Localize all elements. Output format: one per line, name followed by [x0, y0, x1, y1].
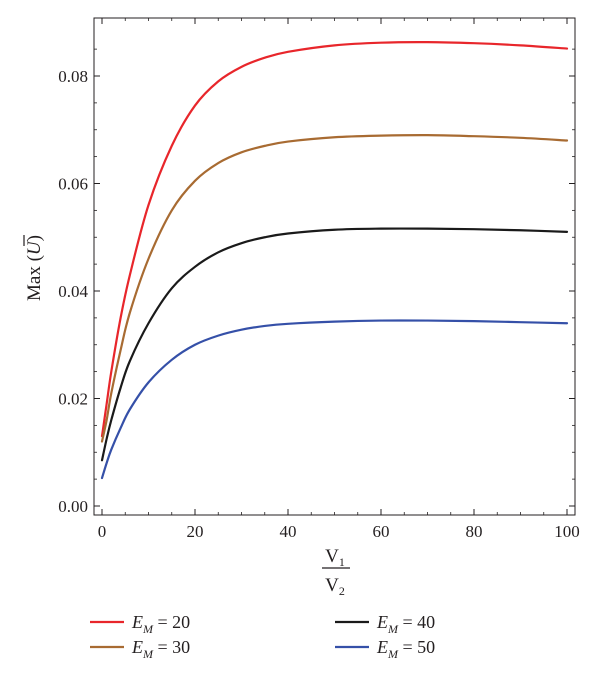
series-line-em-40: [100, 227, 569, 462]
y-axis-ticks: 0.00 0.02 0.04 0.06 0.08: [58, 48, 575, 516]
legend-label: EM = 50: [376, 637, 435, 661]
series-line-em-30: [100, 134, 569, 443]
legend-label-symbol: E: [376, 637, 388, 657]
x-tick-label: 0: [98, 522, 107, 541]
x-tick-label: 60: [373, 522, 390, 541]
legend-label: EM = 20: [131, 612, 190, 636]
y-tick-label: 0.08: [58, 67, 88, 86]
x-axis-ticks: 0 20 40 60 80 100: [98, 18, 580, 541]
legend-label-symbol: E: [376, 612, 388, 632]
legend-label-value: = 20: [153, 612, 190, 632]
legend-label: EM = 30: [131, 637, 190, 661]
x-axis-label-denominator-sub: 2: [339, 584, 345, 598]
legend-label-value: = 30: [153, 637, 190, 657]
y-axis-label-symbol: U: [24, 240, 45, 255]
legend-label-sub: M: [142, 622, 154, 636]
legend-label-value: = 40: [398, 612, 435, 632]
legend-label: EM = 40: [376, 612, 435, 636]
x-tick-label: 80: [466, 522, 483, 541]
legend-label-symbol: E: [131, 637, 143, 657]
y-axis-label-prefix: Max (: [24, 255, 45, 301]
y-tick-label: 0.06: [58, 175, 88, 194]
legend-item-em-20: EM = 20: [90, 612, 190, 636]
svg-text:V2: V2: [325, 575, 345, 598]
series-line-em-50: [100, 319, 569, 480]
legend-label-symbol: E: [131, 612, 143, 632]
series-line-em-20: [100, 41, 569, 438]
svg-text:V1: V1: [325, 546, 345, 569]
x-axis-label-numerator: V: [325, 546, 339, 567]
x-tick-label: 40: [280, 522, 297, 541]
legend-item-em-50: EM = 50: [335, 637, 435, 661]
legend-item-em-30: EM = 30: [90, 637, 190, 661]
y-axis-label: Max (U): [23, 235, 45, 301]
x-axis-label: V1 V2: [322, 546, 350, 598]
y-tick-label: 0.00: [58, 497, 88, 516]
plot-frame: [93, 17, 576, 516]
y-tick-label: 0.02: [58, 390, 88, 409]
x-tick-label: 20: [187, 522, 204, 541]
series-lines: [100, 41, 569, 480]
legend-label-sub: M: [387, 647, 399, 661]
y-axis-label-suffix: ): [24, 235, 45, 241]
legend-label-sub: M: [142, 647, 154, 661]
x-tick-label: 100: [554, 522, 580, 541]
legend-label-value: = 50: [398, 637, 435, 657]
x-axis-label-denominator: V: [325, 575, 339, 596]
x-axis-label-numerator-sub: 1: [339, 555, 345, 569]
y-tick-label: 0.04: [58, 282, 88, 301]
svg-text:Max (U): Max (U): [24, 235, 45, 301]
legend-item-em-40: EM = 40: [335, 612, 435, 636]
legend-label-sub: M: [387, 622, 399, 636]
